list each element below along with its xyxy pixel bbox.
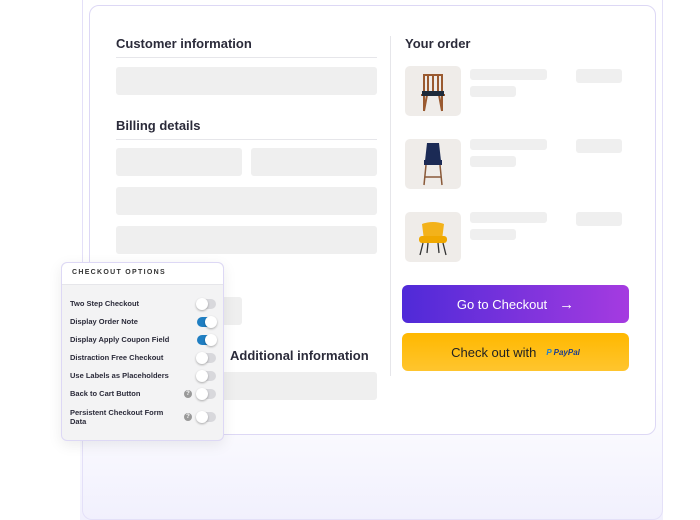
city-field[interactable] [116, 226, 377, 254]
option-row: Use Labels as Placeholders [70, 370, 224, 382]
product-name-placeholder [470, 212, 547, 223]
button-label: Go to Checkout [456, 296, 548, 312]
option-toggle[interactable] [196, 298, 216, 310]
go-to-checkout-button[interactable]: Go to Checkout → [402, 285, 629, 323]
panel-title: CHECKOUT OPTIONS [62, 263, 223, 285]
your-order-heading: Your order [405, 36, 471, 51]
column-divider [390, 36, 391, 376]
option-row: Back to Cart Button? [70, 388, 224, 400]
product-name-placeholder [470, 139, 547, 150]
option-label: Distraction Free Checkout [70, 353, 164, 362]
option-toggle[interactable] [196, 352, 216, 364]
option-toggle[interactable] [197, 316, 217, 328]
option-row: Display Order Note [70, 316, 224, 328]
option-label: Back to Cart Button [70, 389, 141, 398]
help-icon[interactable]: ? [184, 390, 192, 398]
option-row: Distraction Free Checkout [70, 352, 224, 364]
product-price-placeholder [576, 139, 622, 153]
option-toggle[interactable] [196, 388, 216, 400]
email-field[interactable] [116, 67, 377, 95]
first-name-field[interactable] [116, 148, 242, 176]
option-toggle[interactable] [197, 334, 217, 346]
product-meta-placeholder [470, 156, 516, 167]
address-field[interactable] [116, 187, 377, 215]
divider [116, 139, 377, 140]
button-label: Check out with [451, 344, 537, 360]
product-name-placeholder [470, 69, 547, 80]
additional-info-heading: Additional information [230, 348, 369, 363]
checkout-options-panel: CHECKOUT OPTIONS Two Step Checkout Displa… [61, 262, 224, 441]
billing-heading: Billing details [116, 118, 201, 133]
customer-info-heading: Customer information [116, 36, 252, 51]
option-row: Persistent Checkout Form Data? [70, 408, 224, 426]
arrow-right-icon: → [559, 295, 575, 313]
option-row: Display Apply Coupon Field [70, 334, 224, 346]
product-price-placeholder [576, 69, 622, 83]
bar-stool-image [405, 139, 461, 189]
product-price-placeholder [576, 212, 622, 226]
wooden-chair-image [405, 66, 461, 116]
option-label: Display Apply Coupon Field [70, 335, 170, 344]
option-toggle[interactable] [196, 411, 216, 423]
option-row: Two Step Checkout [70, 298, 224, 310]
paypal-checkout-button[interactable]: Check out with P PayPal [402, 333, 629, 371]
product-meta-placeholder [470, 86, 516, 97]
option-label: Use Labels as Placeholders [70, 371, 169, 380]
last-name-field[interactable] [251, 148, 377, 176]
option-toggle[interactable] [196, 370, 216, 382]
armchair-image [405, 212, 461, 262]
help-icon[interactable]: ? [184, 413, 192, 421]
product-meta-placeholder [470, 229, 516, 240]
paypal-logo: P PayPal [546, 347, 580, 357]
option-label: Two Step Checkout [70, 299, 140, 308]
divider [116, 57, 377, 58]
option-label: Persistent Checkout Form Data [70, 408, 164, 426]
option-label: Display Order Note [70, 317, 138, 326]
